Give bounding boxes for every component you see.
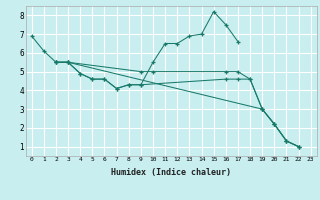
X-axis label: Humidex (Indice chaleur): Humidex (Indice chaleur) xyxy=(111,168,231,177)
